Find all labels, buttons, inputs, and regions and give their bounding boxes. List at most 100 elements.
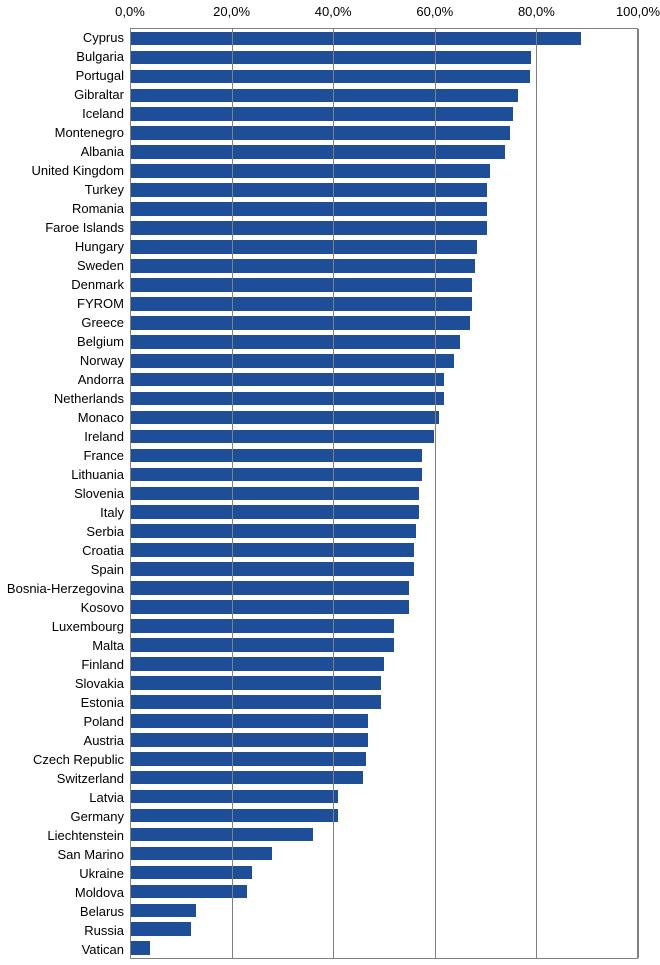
bar (130, 487, 419, 501)
category-label-slot: Lithuania (0, 465, 124, 484)
bar (130, 32, 581, 46)
gridline (536, 29, 537, 958)
bar-slot (130, 181, 637, 200)
bar-slot (130, 408, 637, 427)
category-label: Estonia (81, 695, 124, 710)
category-label: Germany (71, 809, 124, 824)
bar (130, 411, 439, 425)
x-axis-tick-label: 100,0% (616, 4, 660, 19)
x-axis-tick-label: 60,0% (416, 4, 453, 19)
bar-slot (130, 162, 637, 181)
bar (130, 676, 381, 690)
bar-slot (130, 920, 637, 939)
category-label-slot: Luxembourg (0, 617, 124, 636)
category-label-slot: Finland (0, 655, 124, 674)
category-label: San Marino (58, 847, 124, 862)
category-label-slot: Malta (0, 636, 124, 655)
bar-slot (130, 105, 637, 124)
bar-slot (130, 29, 637, 48)
bar-slot (130, 67, 637, 86)
bar (130, 468, 422, 482)
bar-slot (130, 768, 637, 787)
category-label: Vatican (82, 942, 124, 957)
bar (130, 885, 247, 899)
category-label: Hungary (75, 239, 124, 254)
category-label: United Kingdom (32, 163, 125, 178)
x-axis-tick-label: 40,0% (315, 4, 352, 19)
bar (130, 70, 530, 84)
bar (130, 278, 472, 292)
bar-slot (130, 522, 637, 541)
category-label: Croatia (82, 543, 124, 558)
category-label-slot: Gibraltar (0, 85, 124, 104)
category-label: Ireland (84, 429, 124, 444)
category-label: Portugal (76, 68, 124, 83)
bar-slot (130, 370, 637, 389)
bar (130, 335, 460, 349)
category-label-slot: Albania (0, 142, 124, 161)
category-label: Kosovo (81, 600, 124, 615)
category-label-slot: Iceland (0, 104, 124, 123)
bar (130, 638, 394, 652)
category-label-slot: Bosnia-Herzegovina (0, 579, 124, 598)
bar-slot (130, 730, 637, 749)
category-label-slot: Switzerland (0, 769, 124, 788)
bar-slot (130, 446, 637, 465)
bar-slot (130, 541, 637, 560)
bar (130, 809, 338, 823)
category-label: Serbia (86, 524, 124, 539)
category-label-slot: Germany (0, 807, 124, 826)
category-label: Romania (72, 201, 124, 216)
bar (130, 183, 487, 197)
plot-area (130, 28, 638, 959)
bar-slot (130, 237, 637, 256)
bar-slot (130, 844, 637, 863)
category-label-slot: Bulgaria (0, 47, 124, 66)
category-label-slot: Belgium (0, 332, 124, 351)
bar (130, 240, 477, 254)
x-axis-labels: 0,0%20,0%40,0%60,0%80,0%100,0% (130, 0, 638, 24)
bar-slot (130, 86, 637, 105)
category-label-slot: Czech Republic (0, 750, 124, 769)
category-label-slot: Turkey (0, 180, 124, 199)
bar-slot (130, 579, 637, 598)
category-label: Latvia (89, 790, 124, 805)
category-labels: CyprusBulgaria Portugal GibraltarIcelandMo… (0, 28, 124, 959)
bar-slot (130, 143, 637, 162)
category-label-slot: Montenegro (0, 123, 124, 142)
bar (130, 752, 366, 766)
gridline (333, 29, 334, 958)
category-label-slot: Cyprus (0, 28, 124, 47)
bar-slot (130, 256, 637, 275)
category-label: Denmark (71, 277, 124, 292)
bar (130, 828, 313, 842)
bar-slot (130, 560, 637, 579)
category-label: Spain (91, 562, 124, 577)
category-label: Czech Republic (33, 752, 124, 767)
bar-slot (130, 882, 637, 901)
category-label-slot: Austria (0, 731, 124, 750)
category-label-slot: Vatican (0, 940, 124, 959)
category-label-slot: Russia (0, 921, 124, 940)
category-label-slot: Italy (0, 503, 124, 522)
category-label-slot: Latvia (0, 788, 124, 807)
category-label: Greece (81, 315, 124, 330)
category-label: FYROM (77, 296, 124, 311)
bar-slot (130, 465, 637, 484)
bar (130, 126, 510, 140)
bar (130, 202, 487, 216)
category-label-slot: Belarus (0, 902, 124, 921)
gridline (232, 29, 233, 958)
bar (130, 657, 384, 671)
category-label-slot: Hungary (0, 237, 124, 256)
bar-slot (130, 219, 637, 238)
bar-slot (130, 351, 637, 370)
bar-slot (130, 636, 637, 655)
category-label-slot: Slovenia (0, 484, 124, 503)
category-label: Norway (80, 353, 124, 368)
category-label: Netherlands (54, 391, 124, 406)
bar (130, 145, 505, 159)
category-label-slot: Kosovo (0, 598, 124, 617)
bar (130, 790, 338, 804)
bar (130, 51, 531, 65)
